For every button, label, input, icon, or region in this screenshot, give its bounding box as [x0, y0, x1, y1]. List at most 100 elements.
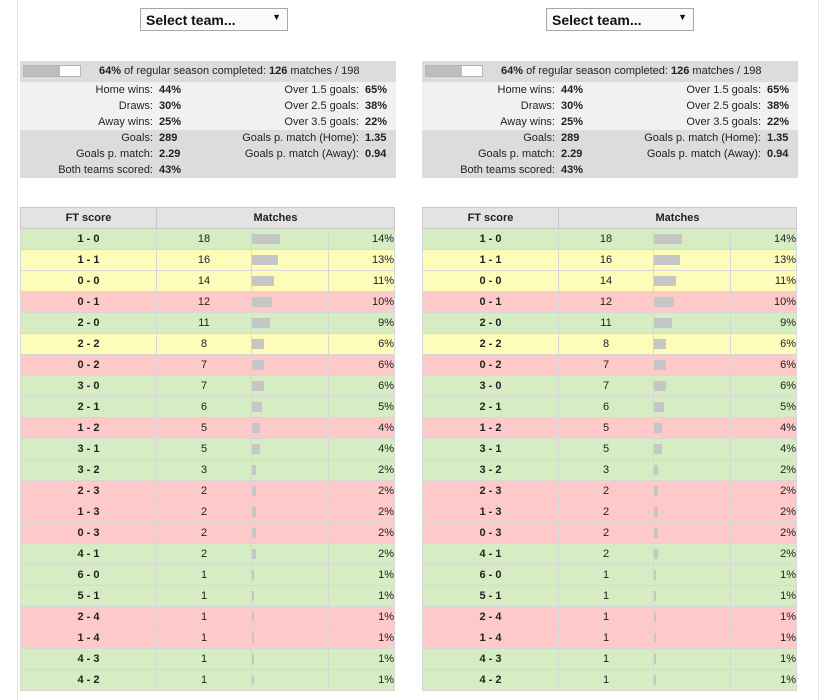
match-count-cell: 1	[156, 606, 252, 628]
table-row: 1 - 3 2 2%	[422, 501, 798, 523]
share-percent-cell: 13%	[327, 249, 396, 271]
table-row: 2 - 3 2 2%	[422, 480, 798, 502]
table-row: 1 - 4 1 1%	[422, 627, 798, 649]
table-row: 1 - 4 1 1%	[20, 627, 396, 649]
share-bar-cell	[251, 396, 329, 418]
stat-value: 44%	[159, 84, 182, 96]
ft-score-cell: 0 - 1	[422, 291, 559, 313]
share-bar	[252, 612, 254, 622]
matches-header[interactable]: Matches	[557, 207, 798, 229]
share-bar	[252, 255, 278, 265]
ft-score-cell: 4 - 3	[422, 648, 559, 670]
stats-row: Both teams scored: 43%	[20, 162, 396, 178]
table-row: 5 - 1 1 1%	[422, 585, 798, 607]
stat-label: Home wins:	[95, 84, 153, 96]
match-count-cell: 6	[156, 396, 252, 418]
stat-label: Goals p. match:	[75, 148, 153, 160]
share-bar-cell	[653, 354, 731, 376]
table-row: 4 - 2 1 1%	[20, 669, 396, 691]
share-bar-cell	[251, 417, 329, 439]
stat-value: 25%	[159, 116, 182, 128]
ft-score-header[interactable]: FT score	[20, 207, 157, 229]
ft-score-cell: 3 - 1	[422, 438, 559, 460]
ft-score-cell: 2 - 4	[422, 606, 559, 628]
table-row: 3 - 0 7 6%	[20, 375, 396, 397]
share-bar-cell	[251, 270, 329, 292]
stat-label: Goals:	[523, 132, 555, 144]
match-count-cell: 8	[558, 333, 654, 355]
share-bar	[654, 444, 662, 454]
share-bar-cell	[653, 564, 731, 586]
table-row: 2 - 2 8 6%	[20, 333, 396, 355]
share-bar	[654, 591, 656, 601]
share-bar-cell	[251, 585, 329, 607]
stat-label: Goals p. match (Home):	[242, 132, 359, 144]
progress-label: of regular season completed:	[523, 65, 672, 77]
share-bar-cell	[653, 459, 731, 481]
match-count-cell: 2	[558, 543, 654, 565]
share-bar-cell	[251, 333, 329, 355]
matches-header[interactable]: Matches	[155, 207, 396, 229]
season-progress-bar	[425, 65, 483, 77]
share-bar-cell	[653, 501, 731, 523]
season-progress-fill	[24, 66, 60, 76]
table-row: 4 - 1 2 2%	[20, 543, 396, 565]
stat-label: Goals p. match (Home):	[644, 132, 761, 144]
share-bar-cell	[653, 291, 731, 313]
share-percent-cell: 1%	[729, 564, 798, 586]
table-row: 1 - 0 18 14%	[422, 228, 798, 250]
stat-value: 289	[561, 132, 580, 144]
stat-value: 289	[159, 132, 178, 144]
share-percent-cell: 6%	[729, 375, 798, 397]
ft-score-cell: 2 - 3	[20, 480, 157, 502]
share-bar	[252, 507, 256, 517]
stat-label: Over 1.5 goals:	[284, 84, 359, 96]
match-count-cell: 2	[156, 501, 252, 523]
share-bar	[252, 444, 260, 454]
ft-score-cell: 6 - 0	[422, 564, 559, 586]
ft-score-header[interactable]: FT score	[422, 207, 559, 229]
share-percent-cell: 4%	[327, 417, 396, 439]
share-bar-cell	[653, 648, 731, 670]
match-count-cell: 2	[156, 543, 252, 565]
stat-label: Over 2.5 goals:	[284, 100, 359, 112]
ft-score-cell: 4 - 2	[20, 669, 157, 691]
share-percent-cell: 1%	[327, 648, 396, 670]
share-bar	[252, 339, 264, 349]
table-row: 3 - 0 7 6%	[422, 375, 798, 397]
share-percent-cell: 11%	[327, 270, 396, 292]
table-row: 0 - 2 7 6%	[20, 354, 396, 376]
share-bar-cell	[653, 270, 731, 292]
dropdown-arrow-icon[interactable]: ▼	[678, 12, 687, 22]
share-percent-cell: 6%	[327, 375, 396, 397]
ft-score-cell: 2 - 4	[20, 606, 157, 628]
table-row: 0 - 1 12 10%	[20, 291, 396, 313]
share-percent-cell: 14%	[327, 228, 396, 250]
share-bar	[654, 528, 658, 538]
stat-label: Over 1.5 goals:	[686, 84, 761, 96]
share-percent-cell: 6%	[729, 354, 798, 376]
share-bar	[654, 381, 666, 391]
match-count-cell: 5	[558, 438, 654, 460]
ft-score-cell: 0 - 2	[422, 354, 559, 376]
share-percent-cell: 2%	[327, 522, 396, 544]
share-percent-cell: 1%	[729, 606, 798, 628]
share-bar	[252, 675, 254, 685]
progress-percent: 64%	[99, 65, 122, 77]
match-count-cell: 1	[156, 627, 252, 649]
season-progress-text: 64% of regular season completed: 126 mat…	[501, 65, 762, 77]
matches-played: 126	[671, 65, 690, 77]
stats-row: Home wins: 44% Over 1.5 goals: 65%	[20, 82, 396, 98]
share-bar	[654, 465, 658, 475]
share-percent-cell: 2%	[729, 543, 798, 565]
share-percent-cell: 1%	[729, 648, 798, 670]
stat-label: Goals:	[121, 132, 153, 144]
stats-row: Goals: 289 Goals p. match (Home): 1.35	[422, 130, 798, 146]
team-select[interactable]: Select team... ▼	[546, 8, 694, 31]
share-bar	[252, 360, 264, 370]
team-select[interactable]: Select team... ▼	[140, 8, 288, 31]
match-count-cell: 2	[558, 522, 654, 544]
dropdown-arrow-icon[interactable]: ▼	[272, 12, 281, 22]
table-row: 1 - 1 16 13%	[20, 249, 396, 271]
share-bar-cell	[251, 249, 329, 271]
